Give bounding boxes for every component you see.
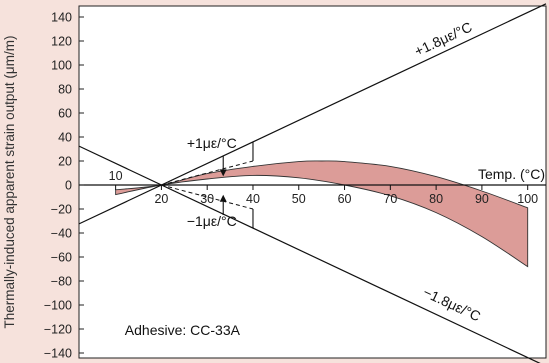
y-tick-label: 20 xyxy=(58,155,72,169)
y-tick-label: 0 xyxy=(65,179,72,193)
y-tick-label: −80 xyxy=(51,275,72,289)
x-tick-label: 20 xyxy=(154,192,168,206)
strain-band-layer xyxy=(115,160,529,268)
arrow-minus-1-head xyxy=(219,194,227,202)
y-tick-label: −20 xyxy=(51,203,72,217)
x-tick-label: 60 xyxy=(338,192,352,206)
label-minus-1: −1με/°C xyxy=(187,213,237,229)
y-tick-label: 80 xyxy=(58,83,72,97)
y-axis-label: Thermally-induced apparent strain output… xyxy=(2,36,17,329)
x-tick-label: 30 xyxy=(200,192,214,206)
x-tick-label: 80 xyxy=(429,192,443,206)
x-tick-label: 50 xyxy=(292,192,306,206)
strain-band xyxy=(115,160,529,268)
y-tick-label: 60 xyxy=(58,107,72,121)
adhesive-label: Adhesive: CC-33A xyxy=(125,322,241,338)
x-axis-label: Temp. (°C) xyxy=(478,166,545,182)
x-tick-label: 40 xyxy=(246,192,260,206)
y-ticks: 140 120 100 80 60 40 20 0 −20 −40 −60 −80 −100 −120 −1… xyxy=(44,11,84,361)
label-plus-1: +1με/°C xyxy=(187,135,237,151)
y-tick-label: −120 xyxy=(44,323,72,337)
y-tick-label: 120 xyxy=(51,35,72,49)
x-tick-label: 100 xyxy=(517,192,538,206)
line-minus-1 xyxy=(161,184,254,210)
y-tick-label: −60 xyxy=(51,251,72,265)
reference-lines-layer xyxy=(78,3,547,363)
arrow-plus-1-head xyxy=(219,169,227,177)
x-tick-label: 10 xyxy=(109,169,123,183)
y-tick-label: 100 xyxy=(51,59,72,73)
y-tick-label: −40 xyxy=(51,227,72,241)
y-tick-label: −140 xyxy=(44,347,72,361)
plot-area xyxy=(78,5,547,359)
line-plus-1-8 xyxy=(78,3,547,225)
x-tick-label: 70 xyxy=(383,192,397,206)
line-minus-1-8 xyxy=(78,145,541,363)
y-tick-label: 40 xyxy=(58,131,72,145)
y-tick-label: −100 xyxy=(44,299,72,313)
x-tick-label: 90 xyxy=(475,192,489,206)
x-ticks: 10 20 30 40 50 60 70 80 90 100 Temp. (°C) xyxy=(109,166,545,206)
y-tick-label: 140 xyxy=(51,11,72,25)
line-plus-1 xyxy=(161,160,254,186)
